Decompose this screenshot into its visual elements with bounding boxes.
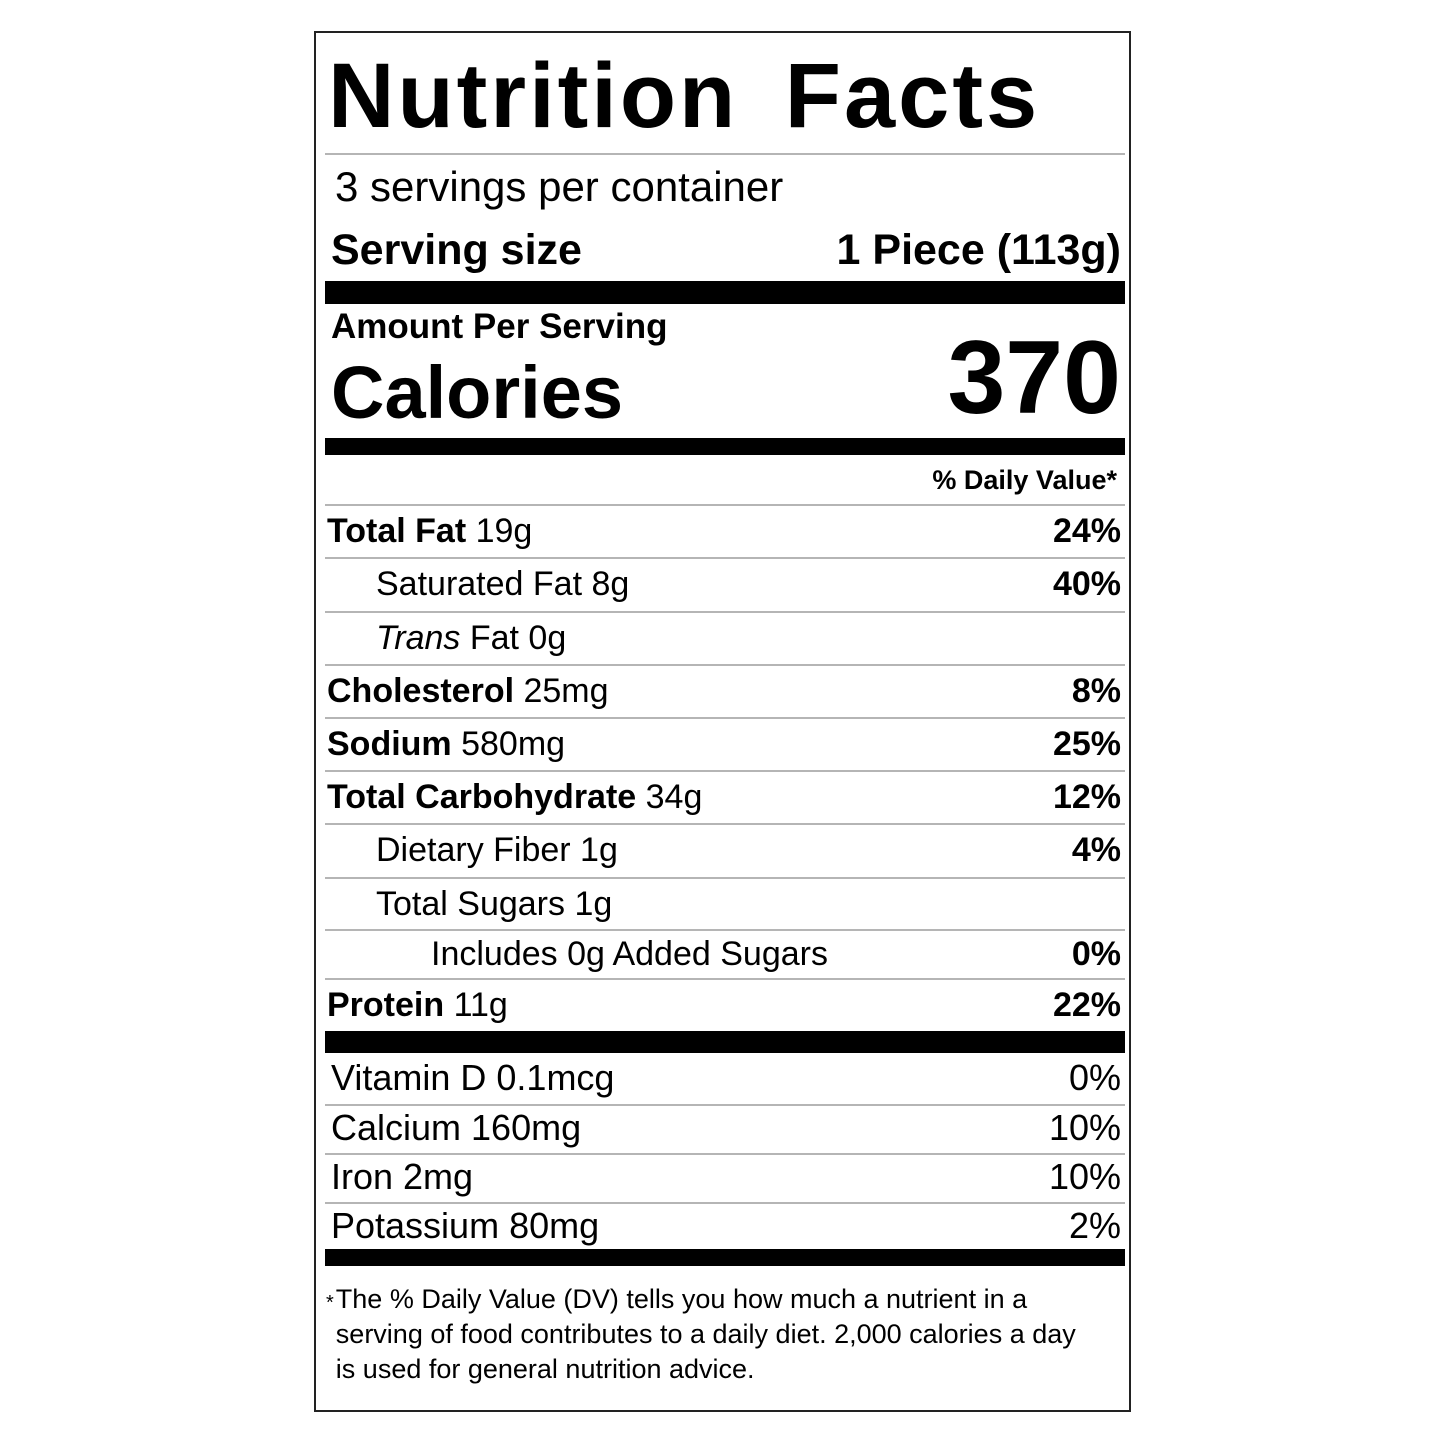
footnote-star: * [326, 1292, 334, 1314]
divider [325, 611, 1125, 613]
nutrient-row: Sodium 580mg 25% [325, 718, 1121, 770]
divider [325, 664, 1125, 666]
divider [325, 770, 1125, 772]
nutrient-row: Cholesterol 25mg 8% [325, 665, 1121, 717]
nutrient-amount: 8g [582, 565, 630, 603]
vitamin-row: Vitamin D 0.1mcg 0% [325, 1053, 1121, 1105]
nutrient-name: Total Fat 19g [327, 505, 532, 557]
nutrient-daily-value: 12% [1052, 778, 1121, 816]
divider [325, 504, 1125, 506]
nutrient-amount: 11g [444, 986, 508, 1024]
nutrient-row: Total Fat 19g 24% [325, 505, 1121, 557]
nutrient-daily-value: 22% [1052, 986, 1121, 1024]
divider [325, 877, 1125, 879]
nutrient-label: Protein [327, 986, 445, 1024]
nutrient-amount: 19g [466, 512, 533, 550]
nutrient-label: Total Sugars [376, 885, 565, 923]
nutrient-name: Total Sugars 1g [376, 878, 612, 930]
nutrient-row: Saturated Fat 8g 40% [325, 558, 1121, 610]
vitamin-name: Calcium 160mg [331, 1107, 582, 1148]
nutrient-amount: 1g [570, 831, 618, 869]
calories-label: Calories [331, 351, 624, 434]
amount-per-serving: Amount Per Serving [331, 307, 668, 346]
nutrition-label [314, 31, 1131, 1412]
vitamin-daily-value: 2% [1068, 1205, 1121, 1246]
nutrient-label: Includes 0g Added Sugars [431, 935, 828, 973]
serving-size-label: Serving size [331, 226, 582, 274]
nutrient-name: Protein 11g [327, 979, 508, 1031]
vitamin-row: Iron 2mg 10% [325, 1152, 1121, 1204]
nutrient-row: Total Sugars 1g [325, 878, 1121, 930]
nutrient-amount: 34g [636, 778, 703, 816]
divider [325, 153, 1125, 155]
nutrient-name: Trans Fat 0g [376, 619, 567, 657]
nutrient-amount: 25mg [514, 672, 609, 710]
nutrient-daily-value: 25% [1052, 725, 1121, 763]
serving-size-value: 1 Piece (113g) [836, 226, 1121, 274]
nutrient-name: Includes 0g Added Sugars [431, 928, 828, 980]
divider [325, 1202, 1125, 1204]
calories-value: 370 [947, 320, 1121, 436]
thick-divider [325, 438, 1125, 455]
divider [325, 823, 1125, 825]
nutrient-name: Cholesterol 25mg [327, 665, 609, 717]
nutrient-name: Sodium 580mg [327, 718, 565, 770]
nutrient-label: Dietary Fiber [376, 831, 571, 869]
nutrient-row: Trans Fat 0g [325, 612, 1121, 664]
vitamin-name: Potassium 80mg [331, 1205, 600, 1246]
divider [325, 929, 1125, 931]
thick-divider [325, 1031, 1125, 1053]
nutrient-daily-value: 24% [1052, 512, 1121, 550]
thick-divider [325, 1249, 1125, 1266]
nutrient-label: Total Fat [327, 512, 467, 550]
nutrient-row: Dietary Fiber 1g 4% [325, 824, 1121, 876]
nutrient-amount: 1g [565, 885, 613, 923]
nutrient-name: Saturated Fat 8g [376, 558, 629, 610]
nutrient-name: Total Carbohydrate 34g [327, 771, 702, 823]
vitamin-row: Calcium 160mg 10% [325, 1103, 1121, 1155]
daily-value-header: % Daily Value* [932, 465, 1117, 495]
servings-per-container: 3 servings per container [335, 163, 784, 210]
nutrient-row: Includes 0g Added Sugars 0% [325, 928, 1121, 980]
label-title: Nutrition Facts [328, 45, 1041, 147]
thick-divider [325, 281, 1125, 304]
nutrient-name: Dietary Fiber 1g [376, 824, 618, 876]
nutrient-label: Total Carbohydrate [327, 778, 637, 816]
nutrient-label: Cholesterol [327, 672, 515, 710]
divider [325, 717, 1125, 719]
nutrient-label: Sodium [327, 725, 452, 763]
vitamin-name: Vitamin D 0.1mcg [331, 1057, 615, 1098]
divider [325, 1104, 1125, 1106]
nutrient-row: Total Carbohydrate 34g 12% [325, 771, 1121, 823]
divider [325, 557, 1125, 559]
nutrient-daily-value: 4% [1071, 831, 1121, 869]
vitamin-daily-value: 0% [1068, 1057, 1121, 1098]
divider [325, 1153, 1125, 1155]
nutrient-daily-value: 0% [1071, 935, 1121, 973]
vitamin-daily-value: 10% [1048, 1107, 1121, 1148]
vitamin-row: Potassium 80mg 2% [325, 1201, 1121, 1253]
nutrient-daily-value: 40% [1052, 565, 1121, 603]
divider [325, 978, 1125, 980]
nutrient-daily-value: 8% [1071, 672, 1121, 710]
nutrient-amount: 580mg [451, 725, 566, 763]
vitamin-name: Iron 2mg [331, 1156, 474, 1197]
footnote: *The % Daily Value (DV) tells you how mu… [326, 1282, 1116, 1387]
nutrient-label: Saturated Fat [376, 565, 583, 603]
nutrient-row: Protein 11g 22% [325, 979, 1121, 1031]
footnote-text: The % Daily Value (DV) tells you how muc… [335, 1284, 1076, 1384]
nutrient-name-italic: Trans [376, 619, 461, 657]
vitamin-daily-value: 10% [1048, 1156, 1121, 1197]
